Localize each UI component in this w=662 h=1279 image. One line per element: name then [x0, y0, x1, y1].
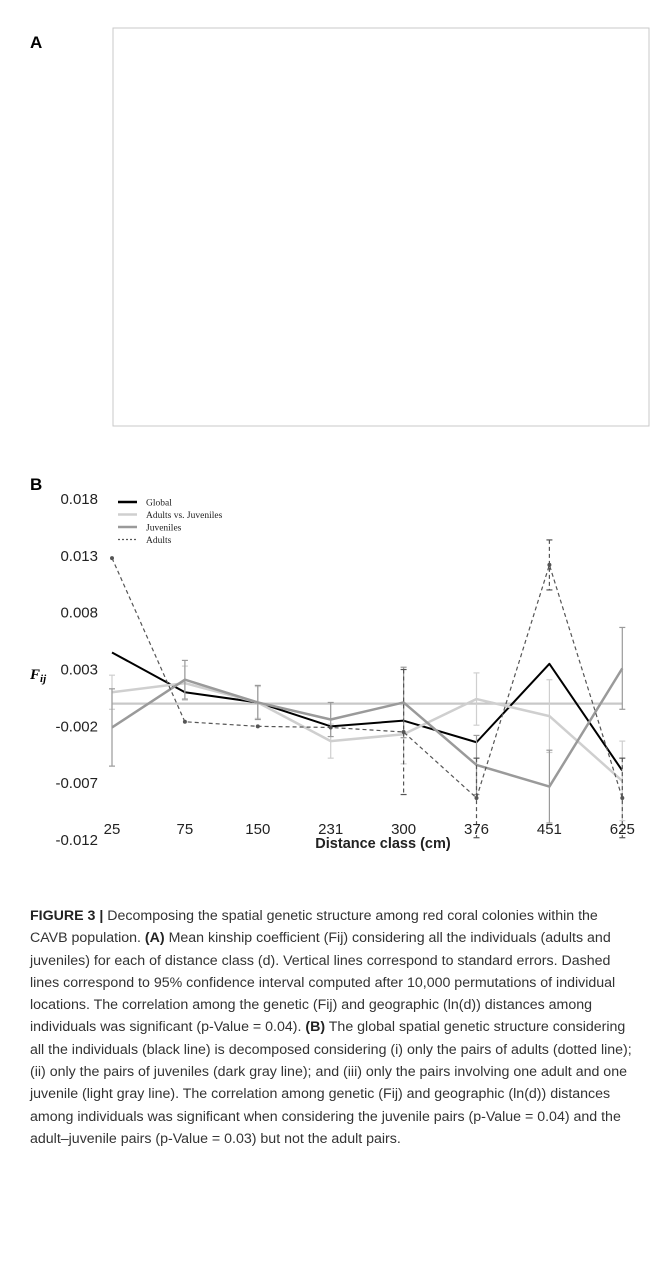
b-x-tick-label: 150	[245, 821, 270, 838]
b-x-tick-label: 231	[318, 821, 343, 838]
b-adults-point	[401, 730, 406, 735]
panel-a-frame: 0.0050.0030.001-0.001-0.003-0.005-0.007 …	[112, 27, 650, 427]
legend-label-adults-vs-juveniles: Adults vs. Juveniles	[146, 511, 223, 521]
panel-a-label: A	[30, 33, 42, 52]
b-x-tick-label: 25	[104, 821, 121, 838]
caption-b-text: The global spatial genetic structure con…	[30, 1019, 632, 1147]
b-juveniles-line	[111, 667, 624, 788]
b-y-tick-label: 0.003	[60, 662, 98, 679]
figure-caption: FIGURE 3 | Decomposing the spatial genet…	[30, 905, 636, 1150]
b-adults-point	[255, 724, 260, 729]
caption-title: Decomposing the spatial genetic structur…	[30, 908, 598, 947]
caption-a-text: Mean kinship coefficient (Fij) consideri…	[30, 930, 616, 1036]
b-x-tick-label: 300	[391, 821, 416, 838]
panel-a: A 0.0050.0030.001-0.001-0.003-0.005-0.00…	[30, 27, 650, 427]
caption-figure-label: FIGURE 3 |	[30, 908, 104, 924]
b-y-tick-label: -0.007	[55, 775, 98, 792]
b-y-tick-label: -0.002	[55, 718, 98, 735]
b-y-tick-label: -0.012	[55, 832, 98, 849]
b-global-line	[111, 651, 624, 772]
caption-a-label: (A)	[144, 930, 165, 947]
b-y-tick-label: 0.013	[60, 548, 98, 565]
b-adults-point	[620, 795, 625, 800]
panel-b-y-axis-label: Fij	[29, 667, 47, 685]
panel-b-label: B	[30, 475, 42, 494]
b-adults-vs-juveniles-line	[111, 681, 624, 782]
b-adults-point	[182, 719, 187, 724]
legend-label-global: Global	[146, 499, 172, 509]
b-y-tick-label: 0.018	[60, 491, 98, 508]
b-adults-point	[547, 562, 552, 567]
b-adults-line	[111, 557, 623, 799]
b-adults-point	[474, 795, 479, 800]
panel-b-x-axis-label: Distance class (cm)	[315, 836, 451, 852]
b-adults-point	[110, 556, 114, 561]
caption-b-label: (B)	[305, 1019, 326, 1036]
legend-label-juveniles: Juveniles	[146, 524, 182, 534]
figure-3-chart: A 0.0050.0030.001-0.001-0.003-0.005-0.00…	[29, 27, 650, 852]
b-x-tick-label: 75	[177, 821, 194, 838]
legend-label-adults: Adults	[146, 536, 172, 546]
b-y-tick-label: 0.008	[60, 605, 98, 622]
b-x-tick-label: 451	[537, 821, 562, 838]
b-x-tick-label: 376	[464, 821, 489, 838]
panel-b: B 0.018 0.013 0.008 0.003 -0.002 -0.007 -0.012…	[29, 475, 635, 852]
b-adults-point	[328, 725, 333, 730]
panel-b-legend: Global Adults vs. Juveniles Juveniles Adult…	[118, 499, 223, 546]
b-x-tick-label: 625	[610, 821, 635, 838]
